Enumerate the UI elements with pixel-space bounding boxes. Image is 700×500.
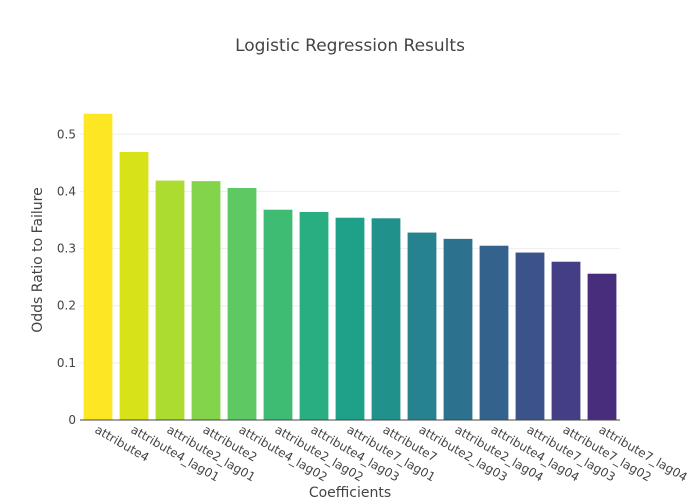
bar-attribute7[interactable] bbox=[371, 218, 401, 420]
y-axis-title: Odds Ratio to Failure bbox=[30, 187, 46, 333]
bar-attribute7_lag02[interactable] bbox=[551, 261, 581, 420]
bar-attribute7_lag04[interactable] bbox=[587, 273, 617, 420]
bar-attribute2[interactable] bbox=[191, 181, 221, 420]
y-tick-label: 0 bbox=[68, 413, 76, 427]
y-tick-label: 0.1 bbox=[57, 356, 76, 370]
x-axis-title: Coefficients bbox=[309, 485, 391, 500]
bar-attribute4[interactable] bbox=[83, 113, 113, 420]
bar-attribute7_lag01[interactable] bbox=[335, 217, 365, 420]
y-tick-label: 0.5 bbox=[57, 127, 76, 141]
bar-attribute2_lag01[interactable] bbox=[155, 180, 185, 420]
y-tick-label: 0.3 bbox=[57, 242, 76, 256]
y-tick-label: 0.2 bbox=[57, 299, 76, 313]
y-tick-label: 0.4 bbox=[57, 184, 76, 198]
bar-attribute4_lag02[interactable] bbox=[227, 188, 257, 420]
bar-attribute2_lag02[interactable] bbox=[263, 209, 293, 420]
bar-attribute4_lag04[interactable] bbox=[479, 245, 509, 420]
bars-layer bbox=[83, 113, 617, 420]
bar-attribute7_lag03[interactable] bbox=[515, 252, 545, 420]
bar-attribute2_lag04[interactable] bbox=[443, 238, 473, 420]
chart-title: Logistic Regression Results bbox=[235, 36, 465, 56]
bar-attribute4_lag03[interactable] bbox=[299, 212, 329, 420]
y-tick-labels: 0 0.1 0.2 0.3 0.4 0.5 bbox=[57, 127, 76, 427]
bar-attribute2_lag03[interactable] bbox=[407, 232, 437, 420]
x-tick-labels: attribute4attribute4_lag01attribute2_lag… bbox=[93, 422, 690, 484]
bar-attribute4_lag01[interactable] bbox=[119, 152, 149, 420]
